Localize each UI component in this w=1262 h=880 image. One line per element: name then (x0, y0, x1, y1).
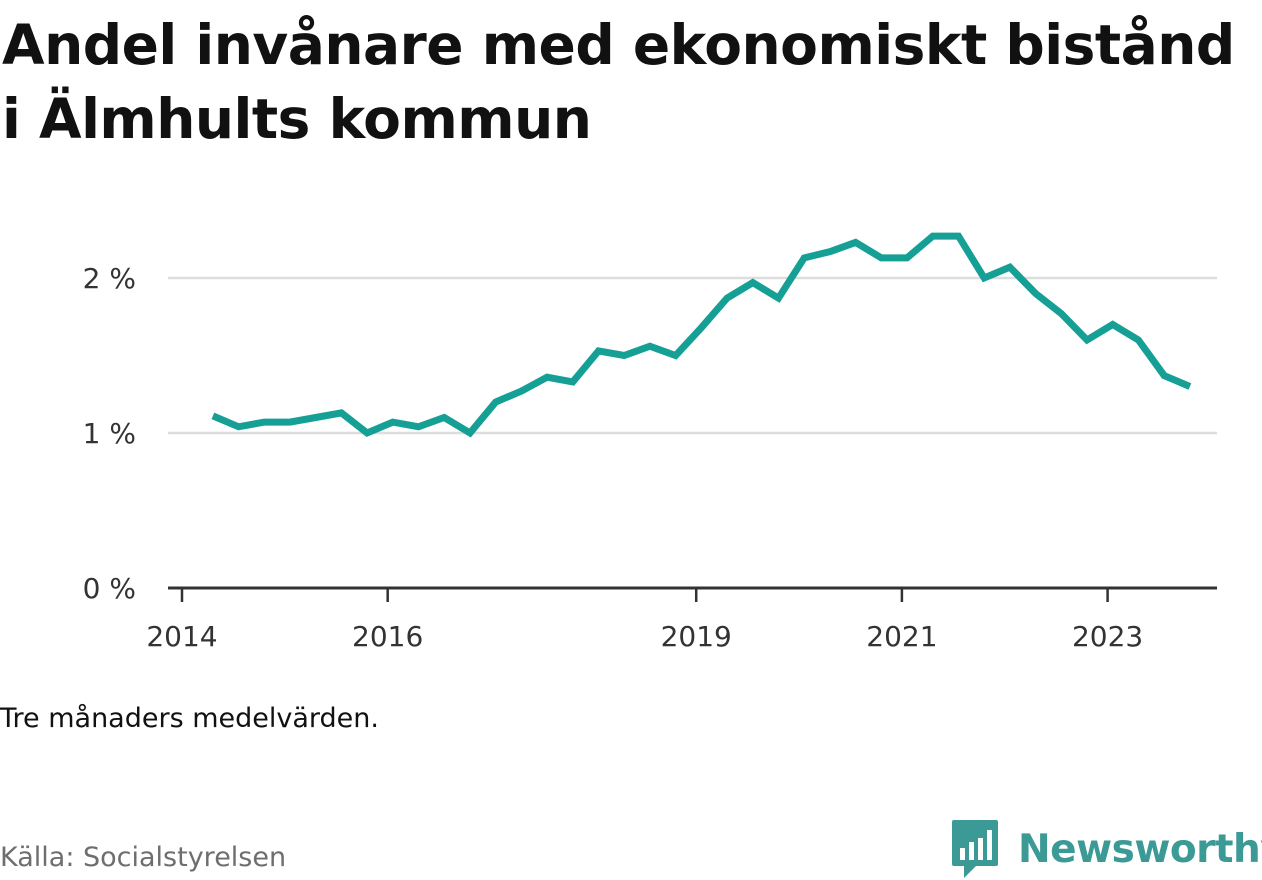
gridlines (168, 278, 1217, 433)
x-axis: 2014 2016 2019 2021 2023 (146, 588, 1217, 653)
newsworthy-logo: Newsworthy (950, 818, 1262, 880)
x-tick-label: 2014 (146, 620, 217, 653)
y-tick-label: 2 % (83, 262, 136, 295)
brand-name: Newsworthy (1018, 827, 1262, 872)
series-line (213, 236, 1190, 433)
newsworthy-logo-icon (950, 818, 1000, 880)
x-tick-label: 2021 (866, 620, 937, 653)
chart-note: Tre månaders medelvärden. (0, 703, 379, 734)
x-tick-label: 2016 (352, 620, 423, 653)
y-axis-ticks: 0 % 1 % 2 % (83, 262, 136, 605)
y-tick-label: 0 % (83, 572, 136, 605)
y-tick-label: 1 % (83, 417, 136, 450)
series-lines (213, 236, 1190, 433)
x-tick-label: 2023 (1072, 620, 1143, 653)
source-credit: Källa: Socialstyrelsen (0, 842, 286, 873)
x-tick-label: 2019 (661, 620, 732, 653)
